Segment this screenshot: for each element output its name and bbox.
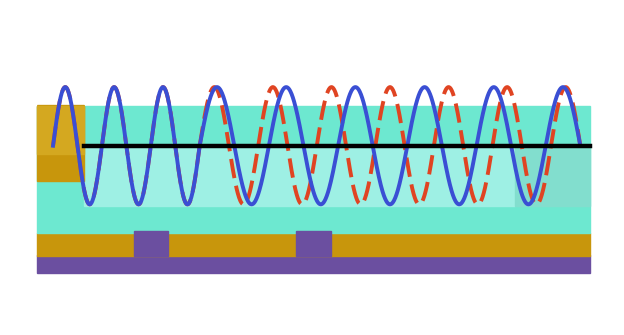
Bar — [84, 146, 515, 206]
Bar — [296, 231, 331, 256]
Bar — [37, 233, 590, 256]
Bar — [37, 106, 84, 181]
Bar — [37, 106, 84, 154]
Polygon shape — [37, 106, 84, 146]
Bar — [37, 255, 590, 273]
Polygon shape — [515, 146, 590, 206]
Bar — [37, 106, 590, 233]
Bar — [134, 231, 168, 256]
